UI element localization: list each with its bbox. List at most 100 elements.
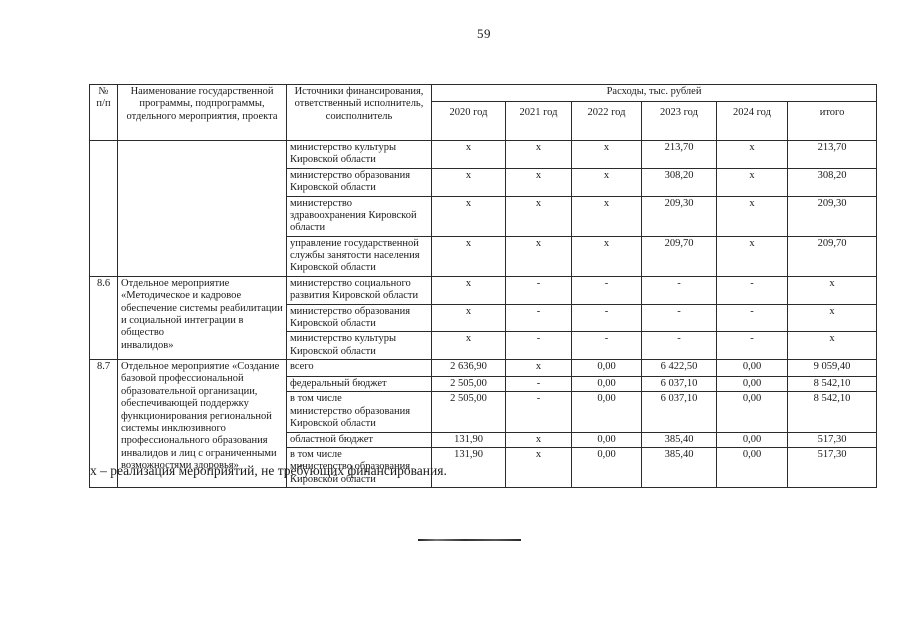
header-year-cell-3: 2023 год (641, 101, 717, 141)
value-cell-5: 9 059,40 (786, 359, 878, 377)
value-cell-1: х (505, 359, 572, 377)
value-cell-3: 385,40 (641, 431, 717, 448)
value-cell-2: - (571, 331, 642, 360)
value-cell-3: 6 037,10 (641, 391, 717, 433)
value-cell-1: х (505, 195, 572, 237)
value-cell-5: х (786, 275, 878, 305)
value-cell-4: - (716, 303, 788, 333)
value-cell-0: 2 505,00 (431, 375, 506, 393)
header-funding-source-cell: Источники финансирования, ответственный … (286, 84, 432, 141)
value-cell-3: 213,70 (641, 140, 717, 169)
value-cell-5: 8 542,10 (786, 375, 878, 393)
value-cell-0: х (431, 275, 506, 305)
header-year-cell-4: 2024 год (716, 101, 788, 141)
value-cell-4: 0,00 (716, 391, 788, 433)
value-cell-2: х (571, 195, 642, 237)
value-cell-1: - (505, 331, 572, 360)
value-cell-0: х (431, 303, 506, 333)
row-num-cell (89, 140, 118, 277)
header-years-row: 2020 год 2021 год 2022 год 2023 год 2024 год… (90, 101, 878, 141)
row-num-cell: 8.6 (89, 275, 118, 361)
value-cell-2: 0,00 (571, 431, 642, 448)
value-cell-5: 517,30 (786, 446, 878, 489)
value-cell-1: - (505, 375, 572, 393)
value-cell-4: х (716, 235, 788, 277)
header-year-cell-0: 2020 год (431, 101, 506, 141)
header-num-cell: № п/п (89, 84, 118, 141)
value-cell-1: х (505, 140, 572, 169)
value-cell-4: - (716, 275, 788, 305)
table-row: федеральный бюджет 2 505,00-0,00 6 037,10 0… (90, 375, 878, 393)
stray-line-mark (418, 539, 521, 541)
funding-source-cell: всего (286, 359, 432, 377)
value-cell-3: - (641, 303, 717, 333)
value-cell-4: 0,00 (716, 446, 788, 489)
table-row: областной бюджет 131,90 х 0,00 385,40 0,00 517… (90, 431, 878, 448)
value-cell-5: 517,30 (786, 431, 878, 448)
value-cell-3: 209,70 (641, 235, 717, 277)
value-cell-3: 385,40 (641, 446, 717, 489)
funding-source-cell: министерство культуры Кировской области (286, 140, 432, 169)
header-expenses-cell: Расходы, тыс. рублей (430, 84, 878, 102)
table-row: 8.7 Отдельное мероприятие «Создание базов… (89, 359, 878, 488)
header-program-name-cell: Наименование государственной программы, … (117, 84, 287, 141)
value-cell-4: х (716, 195, 788, 237)
funding-source-cell: министерство образования Кировской облас… (286, 303, 432, 333)
value-cell-2: 0,00 (571, 391, 642, 433)
value-cell-0: х (431, 331, 506, 360)
funding-source-cell: министерство социального развития Кировс… (286, 275, 432, 305)
table-body: министерство культуры Кировской области х… (89, 140, 878, 489)
value-cell-3: 209,30 (641, 195, 717, 237)
funding-source-cell: федеральный бюджет (286, 375, 432, 393)
value-cell-1: - (505, 275, 572, 305)
value-cell-1: х (505, 167, 572, 197)
funding-source-cell: министерство образования Кировской облас… (286, 167, 432, 197)
value-cell-1: х (505, 235, 572, 277)
value-cell-5: х (786, 303, 878, 333)
table-row: управление государственной службы занято… (90, 235, 878, 277)
value-cell-3: - (641, 275, 717, 305)
value-cell-4: х (716, 167, 788, 197)
header-year-cell-1: 2021 год (505, 101, 572, 141)
value-cell-0: 2 505,00 (431, 391, 506, 433)
funding-source-cell: министерство культуры Кировской области (286, 331, 432, 360)
value-cell-2: - (571, 303, 642, 333)
value-cell-4: 0,00 (716, 359, 788, 377)
value-cell-2: 0,00 (571, 375, 642, 393)
value-cell-3: - (641, 331, 717, 360)
value-cell-4: 0,00 (716, 431, 788, 448)
value-cell-1: х (505, 446, 572, 489)
value-cell-2: - (571, 275, 642, 305)
value-cell-5: х (786, 331, 878, 360)
funding-source-cell: в том числе министерство образования Кир… (286, 446, 432, 489)
value-cell-1: - (505, 303, 572, 333)
value-cell-4: х (716, 140, 788, 169)
table-row: в том числе министерство образования Кир… (90, 446, 878, 489)
program-name-cell: Отдельное мероприятие «Создание базовой … (117, 359, 287, 488)
value-cell-0: 131,90 (431, 431, 506, 448)
funding-source-cell: в том числе министерство образования Кир… (286, 391, 432, 433)
value-cell-2: х (571, 167, 642, 197)
value-cell-3: 308,20 (641, 167, 717, 197)
header-row-top: № п/п Наименование государственной прогр… (89, 84, 878, 141)
value-cell-2: х (571, 140, 642, 169)
value-cell-5: 8 542,10 (786, 391, 878, 433)
value-cell-1: х (505, 431, 572, 448)
funding-source-cell: областной бюджет (286, 431, 432, 448)
value-cell-5: 209,30 (786, 195, 878, 237)
value-cell-3: 6 037,10 (641, 375, 717, 393)
table-row: в том числе министерство образования Кир… (90, 391, 878, 433)
financing-table: № п/п Наименование государственной прогр… (89, 84, 878, 489)
value-cell-0: х (431, 195, 506, 237)
value-cell-2: 0,00 (571, 446, 642, 489)
value-cell-2: х (571, 235, 642, 277)
table-header: № п/п Наименование государственной прогр… (89, 84, 878, 141)
funding-source-cell: управление государственной службы занято… (286, 235, 432, 277)
table-row: министерство культуры Кировской области х… (90, 331, 878, 360)
program-name-cell (117, 140, 287, 277)
value-cell-0: 131,90 (431, 446, 506, 489)
table-row: министерство культуры Кировской области х… (89, 140, 878, 277)
value-cell-4: - (716, 331, 788, 360)
value-cell-2: 0,00 (571, 359, 642, 377)
